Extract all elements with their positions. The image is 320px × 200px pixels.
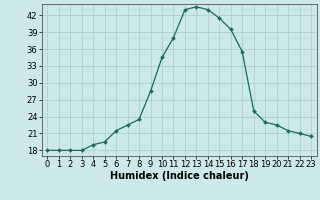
X-axis label: Humidex (Indice chaleur): Humidex (Indice chaleur) [110, 171, 249, 181]
